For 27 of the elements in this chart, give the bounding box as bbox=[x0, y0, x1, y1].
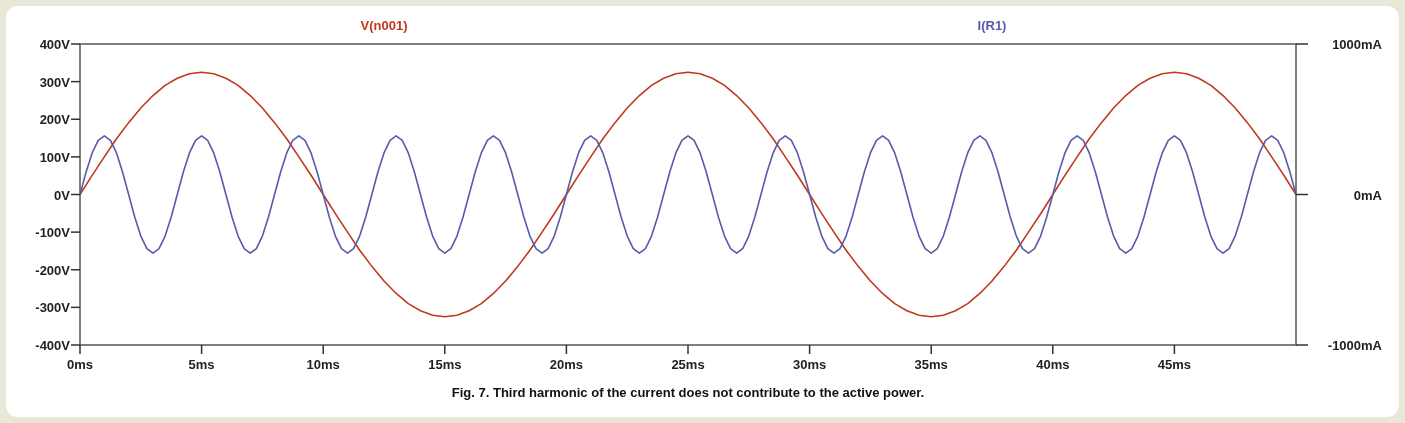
x-tick-label: 20ms bbox=[549, 357, 584, 372]
y2-tick-label: -1000mA bbox=[1327, 338, 1383, 353]
x-tick-label: 40ms bbox=[1036, 357, 1070, 372]
y-tick-label: -400V bbox=[35, 338, 71, 353]
x-tick-label: 15ms bbox=[428, 357, 462, 372]
y-tick-label: 200V bbox=[39, 112, 71, 128]
line-series bbox=[80, 71, 1296, 318]
x-tick-label: 35ms bbox=[914, 357, 948, 372]
y-tick-label: -200V bbox=[35, 262, 71, 278]
y-tick-label: 300V bbox=[39, 74, 71, 90]
text: V(n001) bbox=[360, 18, 408, 33]
x-tick-label: 0ms bbox=[66, 357, 94, 372]
y-tick-label: -300V bbox=[35, 300, 71, 316]
x-tick-label: 25ms bbox=[671, 357, 705, 372]
x-tick-label: 5ms bbox=[188, 357, 215, 372]
line-series bbox=[80, 135, 1296, 254]
y-tick-label: 400V bbox=[39, 37, 71, 52]
caption: Fig. 7. Third harmonic of the current does not contribute to the active power. bbox=[451, 385, 925, 400]
x-tick-label: 30ms bbox=[792, 357, 827, 372]
y-tick-label: -100V bbox=[35, 225, 71, 241]
text: I(R1) bbox=[977, 18, 1007, 33]
y2-tick-label: 0mA bbox=[1353, 187, 1383, 203]
y-tick-label: 100V bbox=[39, 149, 71, 165]
y2-tick-label: 1000mA bbox=[1332, 37, 1383, 52]
x-tick-label: 45ms bbox=[1157, 357, 1192, 372]
y-tick-label: 0V bbox=[54, 187, 71, 203]
x-tick-label: 10ms bbox=[306, 357, 340, 372]
